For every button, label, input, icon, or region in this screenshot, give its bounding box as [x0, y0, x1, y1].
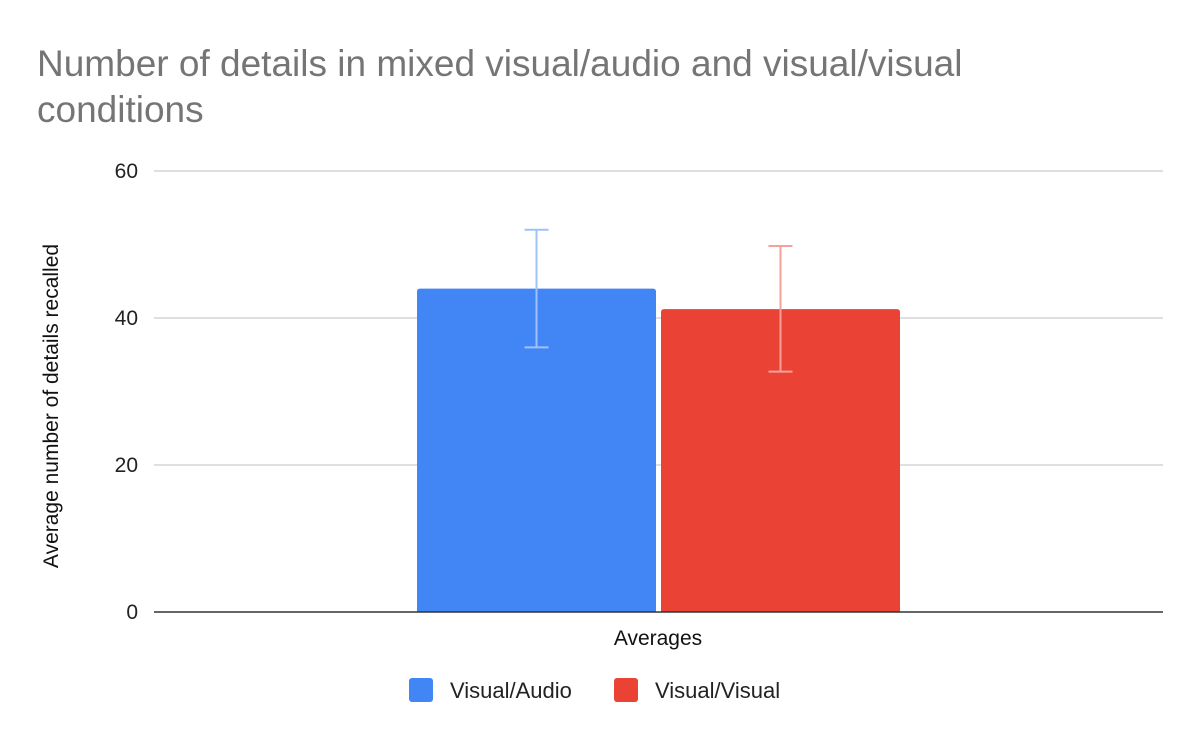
legend-label-visual-audio: Visual/Audio	[450, 678, 572, 703]
error-bars	[524, 228, 793, 373]
legend-swatch-visual-visual	[614, 678, 638, 702]
chart-title: Number of details in mixed visual/audio …	[37, 43, 962, 130]
bars	[417, 288, 900, 612]
legend-swatch-visual-audio	[409, 678, 433, 702]
legend: Visual/Audio Visual/Visual	[409, 678, 780, 703]
chart-title-line-1: Number of details in mixed visual/audio …	[37, 43, 962, 84]
y-tick-label-20: 20	[115, 454, 138, 477]
x-axis-label: Averages	[614, 627, 702, 650]
y-tick-label-0: 0	[126, 601, 138, 624]
gridlines	[154, 170, 1163, 466]
legend-label-visual-visual: Visual/Visual	[655, 678, 780, 703]
bar-visual-visual	[661, 309, 900, 612]
bar-visual-audio	[417, 288, 656, 612]
y-tick-label-60: 60	[115, 160, 138, 183]
y-tick-label-40: 40	[115, 307, 138, 330]
chart-title-line-2: conditions	[37, 89, 204, 130]
y-axis-ticks: 0 20 40 60	[115, 160, 138, 624]
y-axis-label: Average number of details recalled	[40, 244, 63, 568]
